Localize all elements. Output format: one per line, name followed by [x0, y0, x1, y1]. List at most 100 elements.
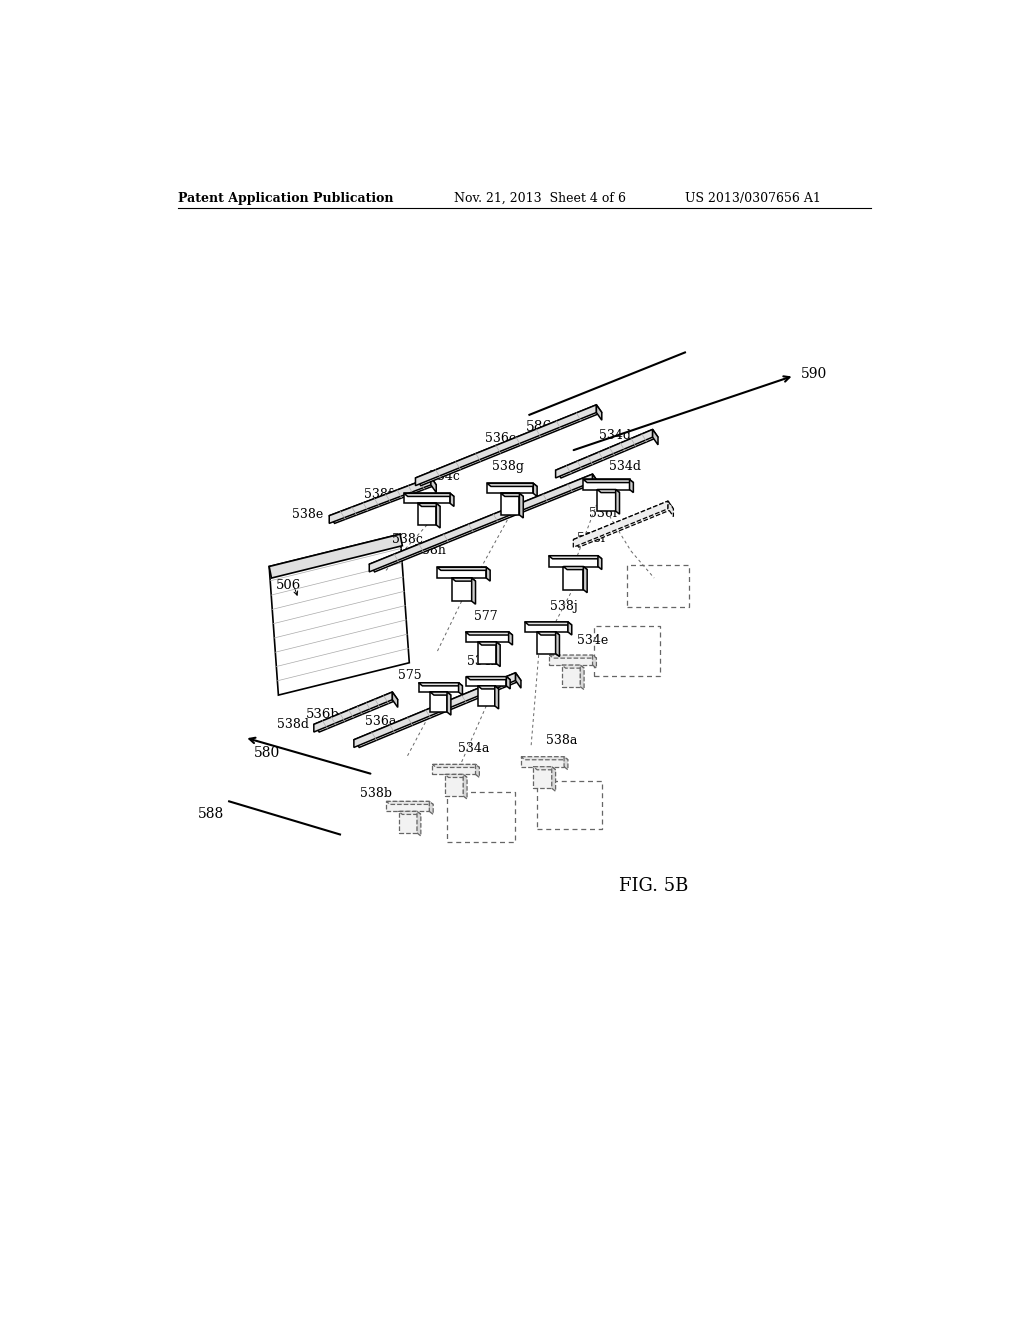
Polygon shape [597, 490, 620, 492]
Polygon shape [418, 503, 440, 507]
Polygon shape [466, 677, 510, 680]
Polygon shape [581, 665, 584, 689]
Polygon shape [466, 632, 512, 635]
Polygon shape [451, 494, 454, 507]
Polygon shape [534, 767, 556, 770]
Text: FIG. 5B: FIG. 5B [620, 876, 689, 895]
Polygon shape [486, 568, 490, 581]
Polygon shape [568, 622, 571, 635]
Polygon shape [354, 673, 521, 747]
Polygon shape [392, 692, 397, 708]
Polygon shape [444, 775, 467, 777]
Text: US 2013/0307656 A1: US 2013/0307656 A1 [685, 191, 821, 205]
Polygon shape [501, 494, 519, 515]
Text: 536b: 536b [306, 708, 340, 721]
Polygon shape [478, 642, 497, 664]
Polygon shape [386, 801, 429, 812]
Polygon shape [370, 474, 598, 572]
Polygon shape [615, 490, 620, 515]
Polygon shape [432, 764, 475, 775]
Polygon shape [452, 578, 472, 601]
Polygon shape [398, 812, 421, 814]
Polygon shape [563, 566, 584, 590]
Polygon shape [556, 429, 658, 478]
Polygon shape [418, 503, 436, 525]
Polygon shape [584, 479, 634, 483]
Polygon shape [437, 568, 486, 578]
Polygon shape [506, 677, 510, 689]
Text: Nov. 21, 2013  Sheet 4 of 6: Nov. 21, 2013 Sheet 4 of 6 [454, 191, 626, 205]
Polygon shape [436, 503, 440, 528]
Polygon shape [495, 686, 499, 709]
Polygon shape [431, 478, 436, 492]
Polygon shape [472, 578, 475, 605]
Polygon shape [550, 655, 593, 665]
Polygon shape [403, 494, 454, 496]
Text: 534e: 534e [578, 634, 608, 647]
Text: 534d: 534d [599, 429, 631, 442]
Polygon shape [668, 502, 674, 516]
Polygon shape [521, 756, 564, 767]
Polygon shape [269, 535, 410, 696]
Text: 588: 588 [199, 808, 224, 821]
Polygon shape [534, 483, 538, 496]
Polygon shape [416, 405, 602, 486]
Text: 538g: 538g [492, 459, 524, 473]
Polygon shape [269, 535, 402, 578]
Text: 538c: 538c [392, 533, 423, 545]
Polygon shape [487, 483, 534, 494]
Polygon shape [398, 812, 417, 833]
Polygon shape [584, 479, 630, 490]
Polygon shape [593, 655, 596, 668]
Text: 506: 506 [275, 579, 301, 593]
Polygon shape [487, 483, 538, 487]
Polygon shape [501, 494, 523, 496]
Polygon shape [652, 429, 658, 445]
Text: 538a: 538a [547, 734, 578, 747]
Polygon shape [403, 494, 451, 503]
Polygon shape [556, 429, 652, 478]
Text: 534b: 534b [467, 655, 500, 668]
Polygon shape [596, 405, 602, 420]
Polygon shape [313, 692, 392, 733]
Polygon shape [538, 632, 559, 635]
Text: 577: 577 [474, 610, 498, 623]
Polygon shape [330, 478, 431, 524]
Text: 586: 586 [526, 420, 553, 434]
Polygon shape [475, 764, 479, 777]
Polygon shape [563, 566, 587, 570]
Polygon shape [556, 632, 559, 656]
Polygon shape [538, 632, 556, 653]
Polygon shape [419, 682, 463, 686]
Text: Patent Application Publication: Patent Application Publication [178, 191, 394, 205]
Text: 534d: 534d [609, 459, 641, 473]
Polygon shape [519, 494, 523, 517]
Polygon shape [562, 665, 584, 668]
Polygon shape [444, 775, 463, 796]
Polygon shape [466, 677, 506, 686]
Polygon shape [478, 642, 500, 645]
Polygon shape [417, 812, 421, 836]
Polygon shape [534, 767, 552, 788]
Text: 538i: 538i [578, 532, 605, 545]
Polygon shape [549, 556, 602, 558]
Text: 575: 575 [398, 669, 422, 682]
Polygon shape [573, 502, 674, 548]
Polygon shape [598, 556, 602, 570]
Polygon shape [430, 692, 451, 696]
Polygon shape [521, 756, 568, 760]
Polygon shape [524, 622, 568, 632]
Polygon shape [550, 655, 596, 659]
Polygon shape [330, 478, 436, 524]
Polygon shape [386, 801, 433, 804]
Polygon shape [509, 632, 512, 645]
Text: 536c: 536c [484, 432, 516, 445]
Polygon shape [497, 642, 500, 667]
Polygon shape [597, 490, 615, 511]
Polygon shape [515, 673, 521, 688]
Polygon shape [524, 622, 571, 626]
Text: 580: 580 [254, 746, 280, 760]
Polygon shape [416, 405, 596, 486]
Polygon shape [313, 692, 397, 733]
Polygon shape [549, 556, 598, 566]
